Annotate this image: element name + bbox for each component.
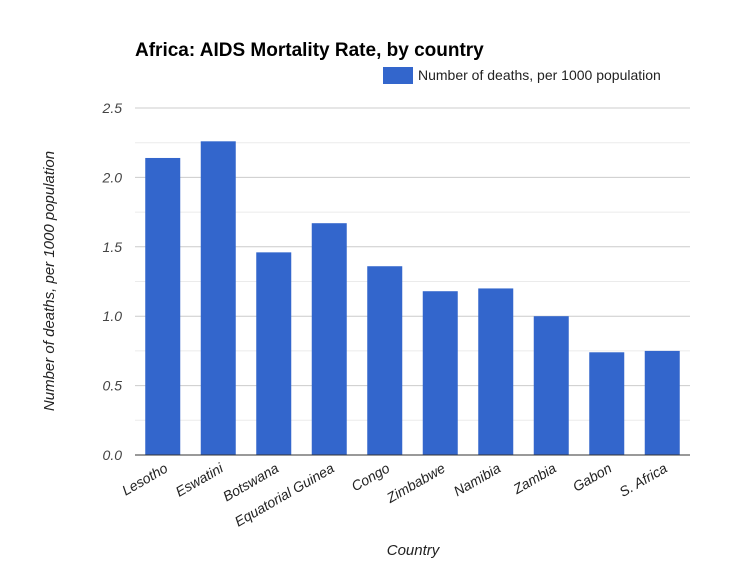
bar-s-africa[interactable] bbox=[644, 350, 680, 455]
bar-gabon[interactable] bbox=[589, 352, 625, 455]
bar-lesotho[interactable] bbox=[145, 157, 181, 455]
bar-eswatini[interactable] bbox=[200, 141, 236, 455]
y-tick-label: 1.5 bbox=[103, 239, 123, 255]
y-tick-label: 2.0 bbox=[102, 169, 123, 185]
bar-zambia[interactable] bbox=[533, 316, 569, 455]
bar-congo[interactable] bbox=[367, 266, 403, 455]
chart-title: Africa: AIDS Mortality Rate, by country bbox=[135, 40, 484, 61]
y-axis-label: Number of deaths, per 1000 population bbox=[41, 151, 58, 411]
x-tick-label: Lesotho bbox=[119, 460, 170, 499]
bar-namibia[interactable] bbox=[478, 288, 514, 455]
x-tick-label: Equatorial Guinea bbox=[232, 460, 337, 530]
x-tick-label: Zambia bbox=[509, 460, 558, 498]
x-axis-label: Country bbox=[387, 542, 441, 559]
x-tick-label: Congo bbox=[349, 460, 393, 495]
legend-swatch bbox=[383, 67, 413, 84]
x-tick-label: Eswatini bbox=[173, 459, 227, 499]
y-tick-label: 0.5 bbox=[103, 378, 123, 394]
legend-label: Number of deaths, per 1000 population bbox=[418, 67, 661, 83]
y-tick-label: 0.0 bbox=[103, 447, 123, 463]
x-tick-label: Zimbabwe bbox=[383, 460, 448, 507]
bar-equatorial-guinea[interactable] bbox=[311, 223, 347, 455]
x-tick-label: Gabon bbox=[570, 460, 615, 495]
x-tick-label: Namibia bbox=[451, 460, 504, 500]
y-tick-label: 1.0 bbox=[103, 308, 123, 324]
x-tick-label: S. Africa bbox=[616, 460, 670, 500]
bar-botswana[interactable] bbox=[256, 252, 292, 455]
bar-zimbabwe[interactable] bbox=[422, 291, 458, 455]
y-tick-label: 2.5 bbox=[102, 100, 123, 116]
